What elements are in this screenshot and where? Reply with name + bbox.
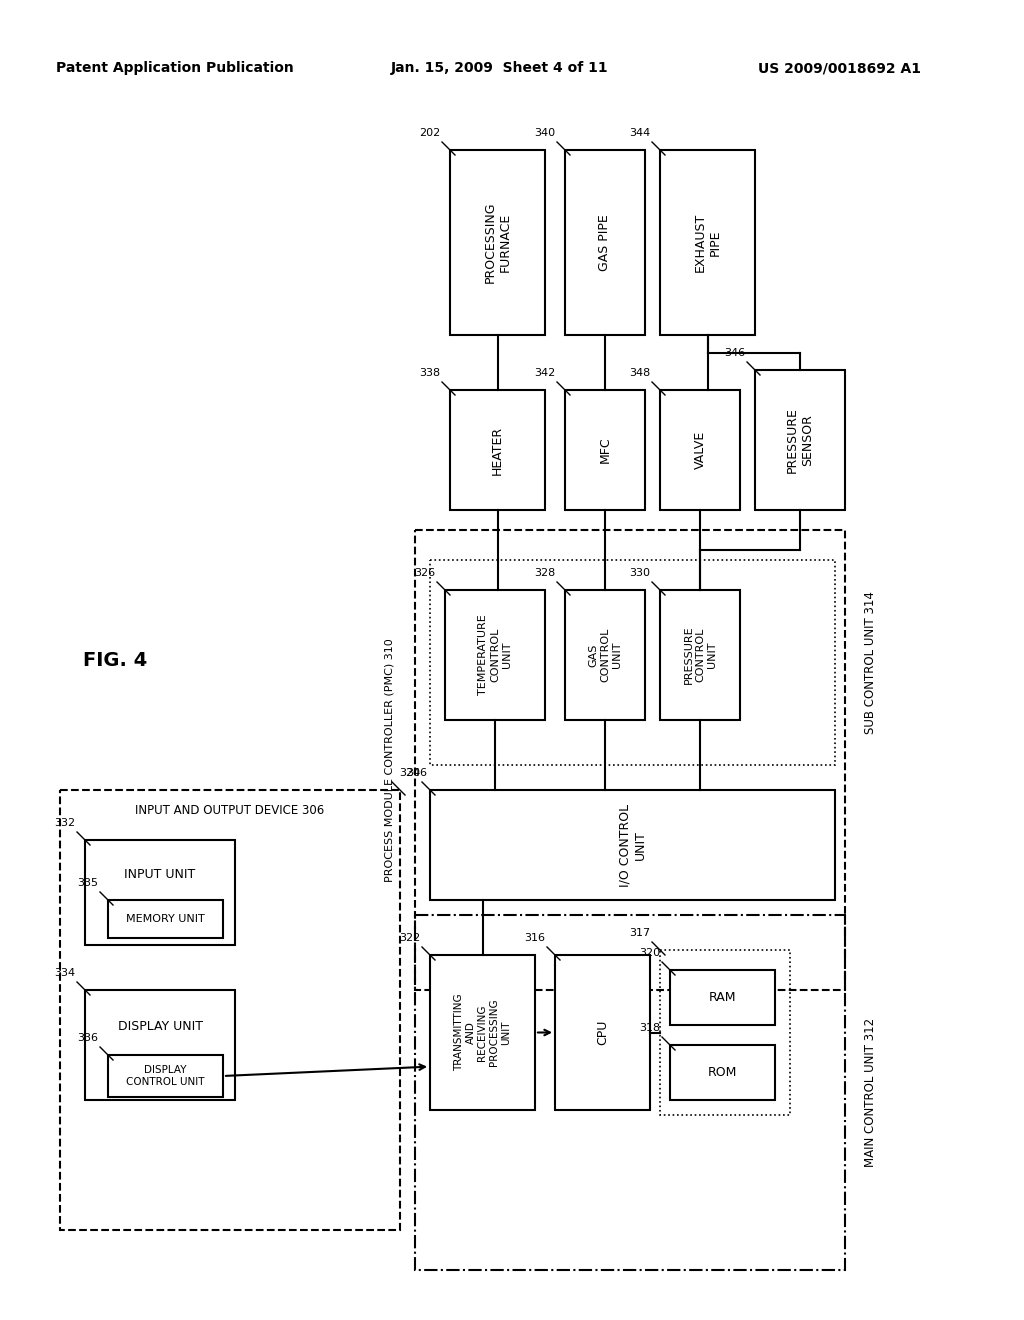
Bar	[670, 970, 775, 1026]
Text: INPUT AND OUTPUT DEVICE 306: INPUT AND OUTPUT DEVICE 306	[135, 804, 325, 817]
Bar	[565, 590, 645, 719]
Text: 340: 340	[534, 128, 555, 139]
Text: Patent Application Publication: Patent Application Publication	[56, 61, 294, 75]
Text: 316: 316	[524, 933, 545, 942]
Text: 326: 326	[414, 568, 435, 578]
Bar	[430, 789, 835, 900]
Bar	[60, 789, 400, 1230]
Text: MEMORY UNIT: MEMORY UNIT	[126, 913, 205, 924]
Text: 334: 334	[54, 968, 75, 978]
Text: 324: 324	[398, 768, 420, 777]
Text: PROCESSING
FURNACE: PROCESSING FURNACE	[483, 202, 512, 284]
Bar	[565, 389, 645, 510]
Text: DISPLAY UNIT: DISPLAY UNIT	[118, 1020, 203, 1034]
Text: 332: 332	[54, 818, 75, 828]
Text: EXHAUST
PIPE: EXHAUST PIPE	[693, 213, 722, 272]
Bar	[108, 900, 223, 939]
Bar	[755, 370, 845, 510]
Text: Jan. 15, 2009  Sheet 4 of 11: Jan. 15, 2009 Sheet 4 of 11	[391, 61, 609, 75]
Bar	[430, 954, 535, 1110]
Text: TEMPERATURE
CONTROL
UNIT: TEMPERATURE CONTROL UNIT	[478, 615, 512, 696]
Text: DISPLAY
CONTROL UNIT: DISPLAY CONTROL UNIT	[126, 1065, 205, 1086]
Text: 317: 317	[629, 928, 650, 939]
Text: PRESSURE
SENSOR: PRESSURE SENSOR	[786, 407, 814, 473]
Bar	[660, 389, 740, 510]
Text: 320: 320	[639, 948, 660, 958]
Text: MFC: MFC	[598, 437, 611, 463]
Text: TRANSMITTING
AND
RECEIVING
PROCESSING
UNIT: TRANSMITTING AND RECEIVING PROCESSING UN…	[455, 994, 511, 1072]
Text: 330: 330	[629, 568, 650, 578]
Bar	[565, 150, 645, 335]
Text: HEATER: HEATER	[490, 425, 504, 475]
Text: 344: 344	[629, 128, 650, 139]
Text: 322: 322	[398, 933, 420, 942]
Text: INPUT UNIT: INPUT UNIT	[124, 869, 196, 880]
Bar	[415, 531, 845, 990]
Text: GAS
CONTROL
UNIT: GAS CONTROL UNIT	[589, 628, 622, 682]
Text: 328: 328	[534, 568, 555, 578]
Bar	[660, 150, 755, 335]
Text: CPU: CPU	[596, 1020, 609, 1045]
Bar	[430, 560, 835, 766]
Bar	[660, 950, 790, 1115]
Bar	[85, 840, 234, 945]
Bar	[415, 915, 845, 1270]
Text: I/O CONTROL
UNIT: I/O CONTROL UNIT	[618, 804, 646, 887]
Text: VALVE: VALVE	[693, 430, 707, 469]
Text: 335: 335	[77, 878, 98, 888]
Bar	[450, 150, 545, 335]
Bar	[660, 590, 740, 719]
Text: 318: 318	[639, 1023, 660, 1034]
Bar	[555, 954, 650, 1110]
Text: SUB CONTROL UNIT 314: SUB CONTROL UNIT 314	[863, 591, 877, 734]
Bar	[108, 1055, 223, 1097]
Text: 342: 342	[534, 368, 555, 378]
Text: 338: 338	[419, 368, 440, 378]
Bar	[85, 990, 234, 1100]
Text: MAIN CONTROL UNIT 312: MAIN CONTROL UNIT 312	[863, 1018, 877, 1167]
Text: 348: 348	[629, 368, 650, 378]
Text: 336: 336	[77, 1034, 98, 1043]
Bar	[670, 1045, 775, 1100]
Text: ROM: ROM	[708, 1067, 737, 1078]
Text: 202: 202	[419, 128, 440, 139]
Text: 346: 346	[724, 348, 745, 358]
Bar	[450, 389, 545, 510]
Text: 306: 306	[406, 768, 427, 777]
Bar	[445, 590, 545, 719]
Text: US 2009/0018692 A1: US 2009/0018692 A1	[759, 61, 922, 75]
Text: PRESSURE
CONTROL
UNIT: PRESSURE CONTROL UNIT	[683, 626, 717, 684]
Text: RAM: RAM	[709, 991, 736, 1005]
Text: GAS PIPE: GAS PIPE	[598, 214, 611, 271]
Text: FIG. 4: FIG. 4	[83, 651, 147, 669]
Text: PROCESS MODULE CONTROLLER (PMC) 310: PROCESS MODULE CONTROLLER (PMC) 310	[385, 638, 395, 882]
